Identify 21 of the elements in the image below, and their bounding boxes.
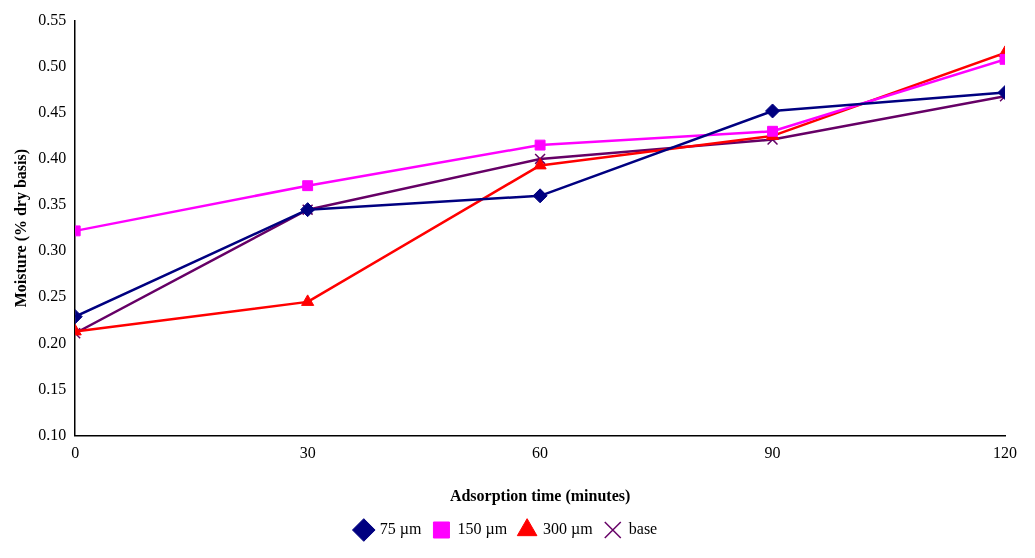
y-tick-label: 0.30	[38, 241, 67, 259]
x-tick-label: 0	[71, 444, 80, 462]
x-tick-label: 120	[993, 444, 1017, 462]
y-tick-label: 0.55	[38, 10, 67, 28]
y-tick-label: 0.35	[38, 195, 67, 213]
y-tick-label: 0.25	[38, 287, 67, 305]
x-tick-label: 30	[299, 444, 316, 462]
legend-label: 75 µm	[379, 520, 423, 539]
y-tick-label: 0.20	[38, 333, 67, 351]
x-axis-title: Adsorption time (minutes)	[449, 486, 631, 505]
y-tick-label: 0.40	[38, 149, 67, 167]
legend-label: 150 µm	[457, 520, 508, 539]
y-tick-label: 0.10	[38, 425, 67, 443]
y-axis-title: Moisture (% dry basis)	[11, 148, 30, 308]
x-tick-label: 60	[532, 444, 549, 462]
y-tick-label: 0.50	[38, 56, 67, 74]
legend-label: base	[628, 520, 658, 538]
legend-label: 300 µm	[543, 520, 594, 539]
y-tick-label: 0.15	[38, 379, 67, 397]
y-tick-label: 0.45	[38, 103, 67, 121]
x-tick-label: 90	[764, 444, 781, 462]
